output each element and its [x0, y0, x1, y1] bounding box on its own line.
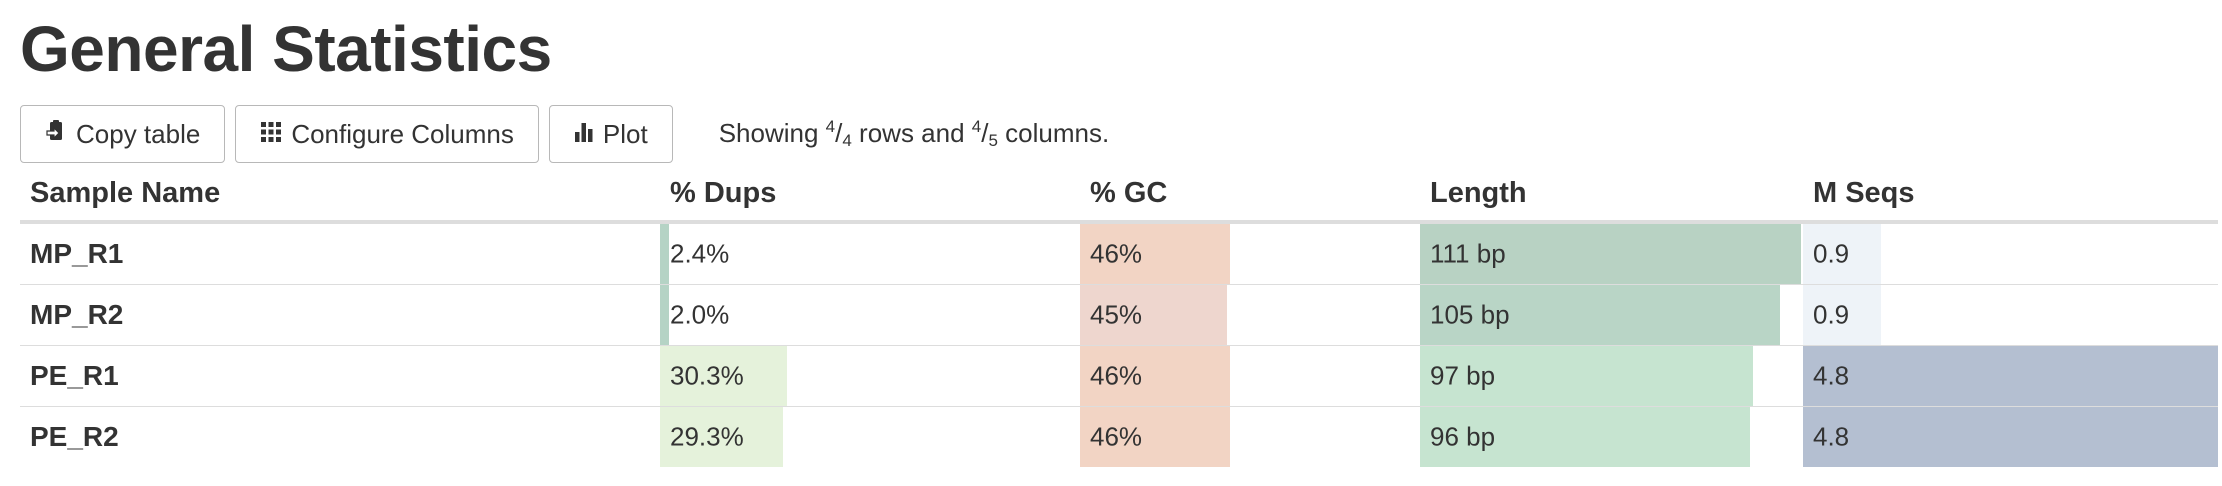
- length-cell: 97 bp: [1420, 345, 1803, 407]
- m-seqs-bar: [1803, 224, 1881, 284]
- gc-bar: [1080, 224, 1230, 284]
- length-cell: 105 bp: [1420, 284, 1803, 346]
- length-value: 105 bp: [1430, 299, 1510, 330]
- rows-shown: 4: [825, 117, 836, 136]
- summary-prefix: Showing: [718, 118, 826, 148]
- length-cell: 96 bp: [1420, 406, 1803, 467]
- dups-value: 2.0%: [670, 299, 730, 330]
- sample-name-cell: MP_R2: [20, 284, 660, 346]
- header-sample-name[interactable]: Sample Name: [30, 176, 221, 209]
- plot-label: Plot: [602, 118, 648, 149]
- summary-columns-text: columns.: [997, 118, 1110, 148]
- dups-bar: [660, 224, 669, 284]
- header-m-seqs[interactable]: M Seqs: [1813, 176, 1915, 209]
- gc-value: 46%: [1090, 238, 1143, 269]
- m-seqs-cell: 0.9: [1803, 284, 2218, 346]
- table-row: PE_R1 30.3% 46% 97 bp 4.8: [20, 345, 2218, 407]
- summary-rows-text: rows and: [851, 118, 972, 148]
- length-value: 96 bp: [1430, 421, 1496, 452]
- dups-value: 30.3%: [670, 360, 744, 391]
- table-toolbar: Copy table Configure Columns Plot Showin…: [20, 104, 1109, 164]
- gc-cell: 46%: [1080, 406, 1420, 467]
- gc-value: 45%: [1090, 299, 1143, 330]
- columns-total: 5: [988, 131, 998, 150]
- length-bar: [1420, 407, 1750, 467]
- bar-chart-icon: [574, 119, 594, 150]
- length-bar: [1420, 224, 1802, 284]
- gc-bar: [1080, 285, 1227, 345]
- length-bar: [1420, 346, 1754, 406]
- configure-columns-label: Configure Columns: [291, 118, 514, 149]
- m-seqs-value: 0.9: [1813, 238, 1850, 269]
- plot-button[interactable]: Plot: [548, 105, 673, 163]
- table-row: MP_R2 2.0% 45% 105 bp 0.9: [20, 284, 2218, 346]
- header-dups[interactable]: % Dups: [670, 176, 777, 209]
- copy-table-label: Copy table: [76, 118, 201, 149]
- clipboard-icon: [45, 119, 67, 150]
- table-row: PE_R2 29.3% 46% 96 bp 4.8: [20, 406, 2218, 467]
- header-gc[interactable]: % GC: [1090, 176, 1168, 209]
- gc-bar: [1080, 407, 1230, 467]
- dups-bar: [660, 407, 784, 467]
- general-statistics-table: Sample Name % Dups % GC Length M Seqs MP…: [20, 168, 2218, 467]
- dups-value: 29.3%: [670, 421, 744, 452]
- rows-columns-summary: Showing 4/4 rows and 4/5 columns.: [718, 117, 1110, 150]
- m-seqs-bar: [1803, 346, 2218, 406]
- header-length[interactable]: Length: [1430, 176, 1527, 209]
- length-value: 97 bp: [1430, 360, 1496, 391]
- dups-bar: [660, 346, 788, 406]
- dups-cell: 2.0%: [660, 284, 1080, 346]
- rows-total: 4: [842, 131, 852, 150]
- gc-cell: 46%: [1080, 221, 1420, 285]
- table-row: MP_R1 2.4% 46% 111 bp 0.9: [20, 221, 2218, 285]
- m-seqs-bar: [1803, 407, 2218, 467]
- dups-value: 2.4%: [670, 238, 730, 269]
- length-cell: 111 bp: [1420, 221, 1803, 285]
- m-seqs-value: 4.8: [1813, 360, 1850, 391]
- dups-cell: 30.3%: [660, 345, 1080, 407]
- m-seqs-cell: 4.8: [1803, 406, 2218, 467]
- columns-shown: 4: [971, 117, 982, 136]
- length-bar: [1420, 285, 1781, 345]
- dups-cell: 29.3%: [660, 406, 1080, 467]
- gc-cell: 45%: [1080, 284, 1420, 346]
- sample-name-cell: PE_R1: [20, 345, 660, 407]
- m-seqs-bar: [1803, 285, 1881, 345]
- length-value: 111 bp: [1430, 238, 1506, 269]
- dups-cell: 2.4%: [660, 221, 1080, 285]
- gc-value: 46%: [1090, 360, 1143, 391]
- table-header-row: Sample Name % Dups % GC Length M Seqs: [20, 168, 2218, 222]
- m-seqs-value: 0.9: [1813, 299, 1850, 330]
- sample-name-cell: MP_R1: [20, 221, 660, 285]
- copy-table-button[interactable]: Copy table: [20, 105, 226, 163]
- grid-icon: [260, 119, 282, 150]
- gc-value: 46%: [1090, 421, 1143, 452]
- page-title: General Statistics: [20, 13, 552, 85]
- m-seqs-cell: 0.9: [1803, 221, 2218, 285]
- m-seqs-value: 4.8: [1813, 421, 1850, 452]
- configure-columns-button[interactable]: Configure Columns: [235, 105, 539, 163]
- sample-name-cell: PE_R2: [20, 406, 660, 467]
- m-seqs-cell: 4.8: [1803, 345, 2218, 407]
- gc-cell: 46%: [1080, 345, 1420, 407]
- gc-bar: [1080, 346, 1230, 406]
- dups-bar: [660, 285, 669, 345]
